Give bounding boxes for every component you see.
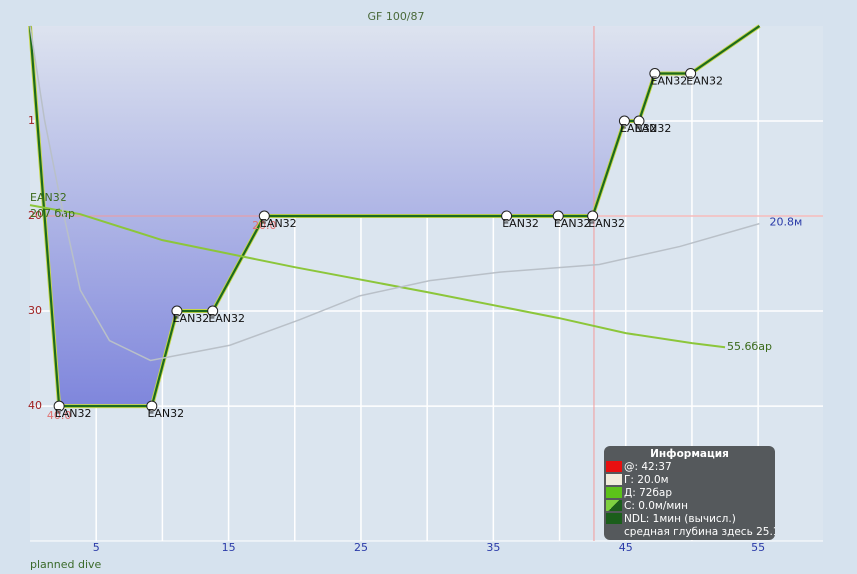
- waypoint-gas-label: EAN32: [686, 75, 723, 88]
- info-row: Д: 72бар: [604, 486, 775, 499]
- mean-depth-value-label: 20.8м: [769, 216, 802, 229]
- waypoint-gas-label: EAN32: [588, 217, 625, 230]
- info-swatch: [606, 500, 622, 511]
- info-box: Информация @: 42:37 Г: 20.0м Д: 72бар С: 0.…: [604, 446, 775, 540]
- profile-value-label: 20.0: [252, 219, 277, 232]
- info-swatch: [606, 461, 622, 472]
- waypoint-gas-label: EAN32: [502, 217, 539, 230]
- info-swatch: [606, 513, 622, 524]
- waypoint-gas-label: EAN32: [208, 312, 245, 325]
- waypoint: [258, 210, 270, 222]
- waypoint: [649, 68, 661, 80]
- waypoint: [633, 115, 645, 127]
- info-row: Г: 20.0м: [604, 473, 775, 486]
- x-tick-label: 15: [222, 541, 236, 554]
- waypoint: [146, 400, 158, 412]
- waypoint-gas-label: EAN32: [651, 75, 688, 88]
- info-text: средная глубина здесь 25.1м: [624, 525, 775, 538]
- waypoint-gas-label: EAN32: [55, 407, 92, 420]
- info-swatch: [606, 487, 622, 498]
- waypoint: [207, 305, 219, 317]
- info-text: Д: 72бар: [624, 486, 673, 499]
- waypoint-gas-label: EAN32: [620, 122, 657, 135]
- info-text: @: 42:37: [624, 460, 672, 473]
- waypoint-gas-label: EAN32: [260, 217, 297, 230]
- profile-value-label: 40.0: [47, 409, 72, 422]
- info-row: С: 0.0м/мин: [604, 499, 775, 512]
- info-title: Информация: [650, 448, 729, 460]
- pressure-line: [29, 204, 726, 349]
- info-swatch: [606, 474, 622, 485]
- waypoint: [587, 210, 599, 222]
- info-row: NDL: 1мин (вычисл.): [604, 512, 775, 525]
- profile-line: [28, 25, 761, 408]
- waypoint: [552, 210, 564, 222]
- waypoint-gas-label: EAN32: [554, 217, 591, 230]
- info-text: С: 0.0м/мин: [624, 499, 688, 512]
- x-tick-label: 35: [486, 541, 500, 554]
- info-row: @: 42:37: [604, 460, 775, 473]
- y-tick-label: 40: [28, 399, 42, 412]
- info-row: средная глубина здесь 25.1м: [604, 525, 775, 538]
- info-swatch: [606, 526, 622, 537]
- waypoint: [53, 400, 65, 412]
- waypoint-gas-label: EAN32: [635, 122, 672, 135]
- waypoint-gas-label: EAN32: [147, 407, 184, 420]
- chart-title: GF 100/87: [367, 10, 424, 23]
- x-tick-label: 55: [751, 541, 765, 554]
- waypoint: [171, 305, 183, 317]
- mean-depth-line: [29, 25, 760, 362]
- waypoint: [685, 68, 697, 80]
- x-tick-label: 5: [93, 541, 100, 554]
- waypoint-gas-label: EAN32: [173, 312, 210, 325]
- pressure-value-label: 55.6бар: [727, 340, 772, 353]
- info-text: Г: 20.0м: [624, 473, 669, 486]
- y-tick-label: 30: [28, 304, 42, 317]
- waypoint: [501, 210, 513, 222]
- footer: planned dive: [30, 558, 102, 571]
- x-tick-label: 45: [619, 541, 633, 554]
- x-tick-label: 25: [354, 541, 368, 554]
- gas-label: EAN32: [30, 191, 67, 204]
- info-text: NDL: 1мин (вычисл.): [624, 512, 736, 525]
- pressure-value-label: 207 бар: [30, 207, 75, 220]
- waypoint: [618, 115, 630, 127]
